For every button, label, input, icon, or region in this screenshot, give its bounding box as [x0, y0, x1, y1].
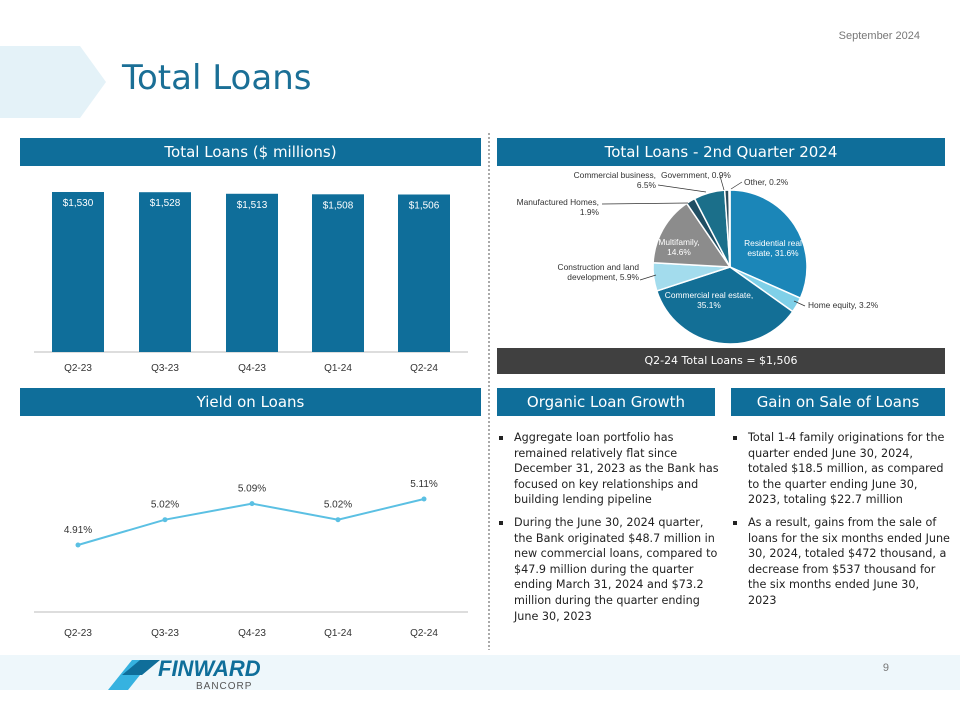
leader-line: [730, 181, 743, 190]
pie-label: Construction and land development, 5.9%: [557, 262, 639, 282]
x-tick-label: Q1-24: [324, 628, 352, 639]
bar: [226, 193, 278, 352]
pie-slice: [728, 189, 731, 268]
pie-label: Residential real estate, 31.6%: [744, 238, 802, 258]
logo-mark: [122, 660, 160, 675]
bar: [312, 194, 364, 352]
bar: [398, 194, 450, 352]
point: [335, 517, 341, 523]
pie-slice: [729, 189, 808, 300]
value-label: 5.09%: [238, 484, 266, 495]
x-tick-label: Q2-23: [64, 628, 92, 639]
value-label: $1,530: [63, 198, 94, 209]
bar: [52, 192, 104, 352]
value-label: $1,506: [409, 201, 440, 212]
pie-label: Commercial business, 6.5%: [573, 170, 656, 190]
bullet-list: Total 1-4 family originations for the qu…: [731, 430, 951, 616]
value-label: 5.02%: [324, 500, 352, 511]
leader-line: [719, 175, 725, 191]
leader-line: [601, 202, 689, 205]
bullet: During the June 30, 2024 quarter, the Ba…: [497, 515, 719, 624]
panel-header: Total Loans ($ millions): [20, 138, 481, 166]
point: [421, 496, 427, 502]
pie-label: Government, 0.9%: [661, 170, 731, 180]
panel-header: Organic Loan Growth: [497, 388, 715, 416]
pie-label: Multifamily, 14.6%: [658, 237, 700, 257]
yield-line: [77, 498, 425, 546]
pie-label: Commercial real estate, 35.1%: [664, 290, 754, 310]
leader-line: [639, 274, 657, 281]
value-label: $1,508: [323, 200, 354, 211]
value-label: 5.02%: [151, 500, 179, 511]
point: [162, 517, 168, 523]
date: September 2024: [838, 30, 920, 42]
bullet: Aggregate loan portfolio has remained re…: [497, 430, 719, 508]
bullet: Total 1-4 family originations for the qu…: [731, 430, 951, 508]
footer-strip: [0, 655, 960, 690]
x-tick-label: Q1-24: [324, 363, 352, 374]
pie-label: Other, 0.2%: [744, 177, 789, 187]
point: [75, 542, 81, 548]
x-tick-label: Q4-23: [238, 628, 266, 639]
x-tick-label: Q4-23: [238, 363, 266, 374]
x-tick-label: Q3-23: [151, 363, 179, 374]
x-tick-label: Q2-23: [64, 363, 92, 374]
bullet-list: Aggregate loan portfolio has remained re…: [497, 430, 719, 631]
logo-name: FINWARD: [158, 656, 261, 681]
point: [249, 501, 255, 507]
x-tick-label: Q2-24: [410, 363, 438, 374]
x-tick-label: Q3-23: [151, 628, 179, 639]
bar: [139, 192, 191, 352]
value-label: $1,528: [150, 198, 181, 209]
pie-label: Home equity, 3.2%: [808, 300, 879, 310]
pie-slice: [655, 266, 794, 345]
logo-sub: BANCORP: [196, 681, 253, 692]
x-tick-label: Q2-24: [410, 628, 438, 639]
page-number: 9: [882, 662, 889, 674]
value-label: 4.91%: [64, 525, 92, 536]
pie-annotation: Q2-24 Total Loans = $1,506: [497, 348, 945, 374]
header-arrow: [0, 46, 106, 118]
value-label: 5.11%: [410, 479, 438, 490]
pie-label: Manufactured Homes, 1.9%: [516, 197, 599, 217]
panel-header: Yield on Loans: [20, 388, 481, 416]
panel-header: Gain on Sale of Loans: [731, 388, 945, 416]
slide-title: Total Loans: [122, 58, 312, 98]
panel-header: Total Loans - 2nd Quarter 2024: [497, 138, 945, 166]
value-label: $1,513: [237, 200, 268, 211]
pie-slice: [652, 202, 732, 268]
bullet: As a result, gains from the sale of loan…: [731, 515, 951, 609]
leader-line: [793, 300, 806, 307]
leader-line: [657, 184, 707, 193]
